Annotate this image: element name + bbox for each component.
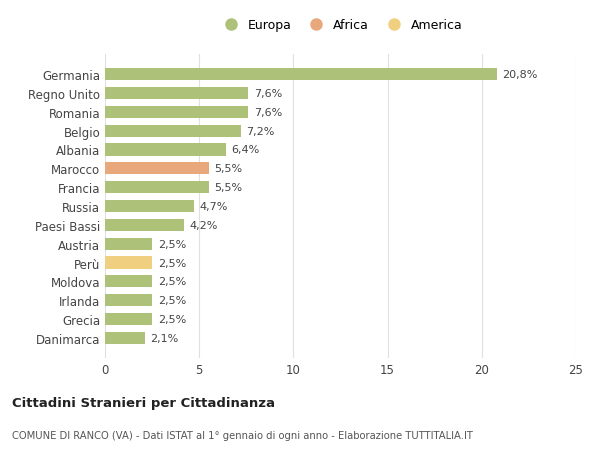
Text: 7,6%: 7,6% — [254, 89, 282, 99]
Text: 7,2%: 7,2% — [247, 126, 275, 136]
Bar — [105, 182, 209, 194]
Bar — [105, 276, 152, 288]
Text: 5,5%: 5,5% — [214, 164, 242, 174]
Text: COMUNE DI RANCO (VA) - Dati ISTAT al 1° gennaio di ogni anno - Elaborazione TUTT: COMUNE DI RANCO (VA) - Dati ISTAT al 1° … — [12, 431, 473, 440]
Bar — [105, 219, 184, 231]
Text: 5,5%: 5,5% — [214, 183, 242, 193]
Text: 2,5%: 2,5% — [158, 277, 186, 287]
Bar — [105, 294, 152, 307]
Bar — [105, 332, 145, 344]
Text: 4,2%: 4,2% — [190, 220, 218, 230]
Text: Cittadini Stranieri per Cittadinanza: Cittadini Stranieri per Cittadinanza — [12, 396, 275, 409]
Bar — [105, 201, 194, 213]
Bar — [105, 313, 152, 325]
Bar — [105, 125, 241, 137]
Text: 7,6%: 7,6% — [254, 107, 282, 118]
Text: 2,1%: 2,1% — [150, 333, 178, 343]
Text: 2,5%: 2,5% — [158, 258, 186, 268]
Text: 2,5%: 2,5% — [158, 296, 186, 306]
Text: 20,8%: 20,8% — [503, 70, 538, 80]
Bar — [105, 238, 152, 250]
Bar — [105, 106, 248, 119]
Text: 2,5%: 2,5% — [158, 314, 186, 325]
Legend: Europa, Africa, America: Europa, Africa, America — [213, 14, 468, 37]
Text: 2,5%: 2,5% — [158, 239, 186, 249]
Text: 4,7%: 4,7% — [199, 202, 227, 212]
Text: 6,4%: 6,4% — [231, 145, 259, 155]
Bar — [105, 257, 152, 269]
Bar — [105, 88, 248, 100]
Bar — [105, 163, 209, 175]
Bar — [105, 69, 497, 81]
Bar — [105, 144, 226, 156]
